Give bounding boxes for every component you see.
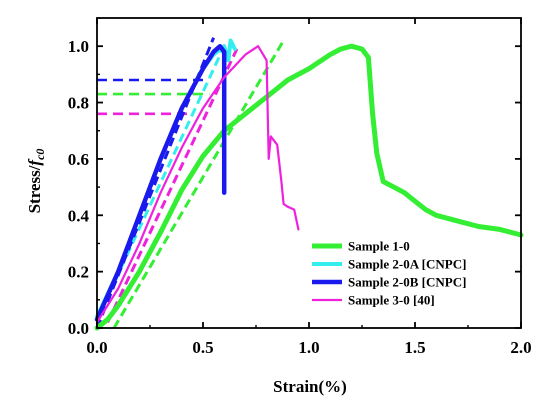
x-tick-label: 0.0	[86, 338, 107, 357]
y-tick-label: 0.6	[68, 150, 89, 169]
legend-label-2: Sample 2-0A [CNPC]	[348, 257, 466, 272]
x-tick-label: 1.5	[404, 338, 425, 357]
y-axis-title-sub: c0	[33, 149, 47, 160]
y-tick-label: 0.2	[68, 263, 89, 282]
y-axis-title-italic: f	[25, 158, 44, 166]
tick-labels: 0.0 0.5 1.0 1.5 2.0 0.0 0.2 0.4 0.6 0.8 1.0	[68, 37, 532, 357]
x-axis-title: Strain(%)	[273, 377, 347, 396]
y-tick-label: 0.4	[68, 206, 90, 225]
legend-label-1: Sample 1-0	[348, 239, 410, 254]
legend-label-4: Sample 3-0 [40]	[348, 293, 435, 308]
y-tick-label: 0.8	[68, 94, 89, 113]
legend: Sample 1-0 Sample 2-0A [CNPC] Sample 2-0B …	[312, 239, 466, 308]
y-tick-label: 1.0	[68, 37, 89, 56]
x-tick-label: 0.5	[192, 338, 213, 357]
data-series	[94, 38, 524, 331]
x-tick-label: 2.0	[510, 338, 531, 357]
legend-label-3: Sample 2-0B [CNPC]	[348, 275, 466, 290]
fit-line-1	[112, 39, 285, 329]
series-line-3	[94, 43, 227, 322]
axis-ticks	[96, 17, 522, 329]
y-axis-title: Stress/fc0	[25, 149, 47, 214]
fit-line-4	[106, 48, 239, 324]
y-tick-label: 0.0	[68, 319, 89, 338]
y-axis-title-main: Stress/	[25, 165, 44, 213]
series-line-1	[94, 43, 524, 331]
reference-lines	[97, 78, 210, 116]
x-tick-label: 1.0	[298, 338, 319, 357]
fit-lines	[95, 37, 285, 329]
series-line-4	[95, 45, 300, 324]
